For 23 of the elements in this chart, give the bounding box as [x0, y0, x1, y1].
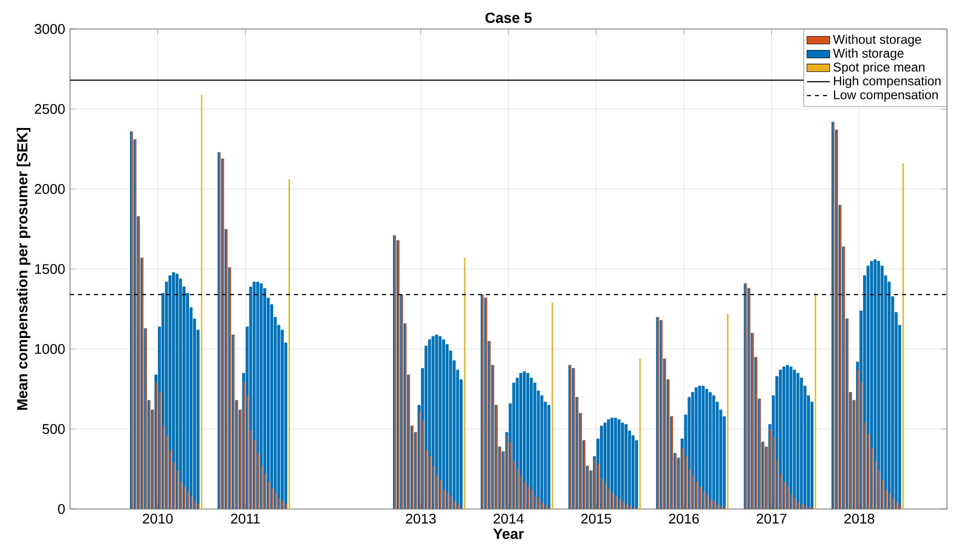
- x-tick-label: 2017: [756, 514, 786, 524]
- ref-line-label: High compensation: [834, 76, 941, 88]
- y-tick-label: 0: [58, 504, 65, 514]
- legend-label: Spot price mean: [834, 62, 924, 74]
- x-tick-label: 2016: [669, 514, 699, 524]
- y-tick-label: 500: [42, 424, 65, 434]
- x-tick-label: 2014: [494, 514, 524, 524]
- x-tick-label: 2013: [406, 514, 436, 524]
- y-axis-title: Mean compensation per prosumer [SEK]: [16, 128, 30, 410]
- y-tick-label: 2000: [34, 184, 65, 194]
- x-tick-label: 2018: [844, 514, 874, 524]
- legend-label: Without storage: [833, 34, 922, 46]
- legend-label: With storage: [833, 48, 904, 60]
- legend-label: Low compensation: [834, 90, 938, 102]
- chart-title: Case 5: [485, 12, 532, 23]
- y-tick-label: 2500: [34, 104, 65, 114]
- x-axis-title: Year: [493, 528, 524, 539]
- x-tick-label: 2011: [231, 514, 260, 524]
- x-tick-label: 2015: [581, 514, 612, 524]
- y-tick-label: 1500: [35, 264, 65, 274]
- x-tick-label: 2010: [142, 514, 173, 524]
- y-tick-label: 3000: [34, 24, 65, 34]
- y-tick-label: 1000: [35, 344, 65, 354]
